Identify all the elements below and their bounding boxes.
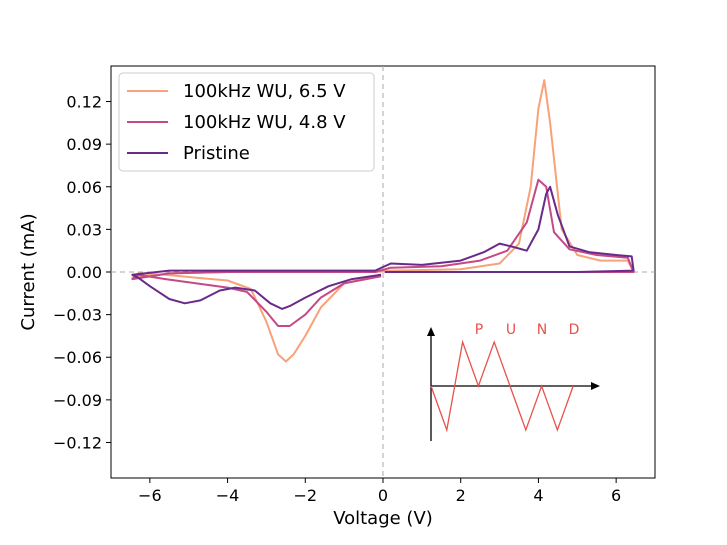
y-tick-label: −0.03	[53, 306, 102, 325]
series-line-100khz-4-8v	[131, 178, 635, 327]
y-tick-label: 0.06	[66, 178, 102, 197]
inset-y-arrowhead	[427, 327, 435, 336]
pund-waveform	[430, 339, 574, 433]
legend: 100kHz WU, 6.5 V 100kHz WU, 4.8 V Pristi…	[118, 72, 375, 172]
legend-label-6-5v: 100kHz WU, 6.5 V	[183, 81, 346, 102]
x-tick-label: 6	[611, 486, 621, 505]
legend-label-pristine: Pristine	[183, 143, 250, 164]
x-axis-label: Voltage (V)	[333, 508, 433, 529]
y-tick-label: 0.03	[66, 220, 102, 239]
x-tick-label: −2	[293, 486, 317, 505]
pund-label-u: U	[506, 322, 516, 338]
x-tick-label: −6	[138, 486, 162, 505]
y-tick-label: 0.12	[66, 93, 102, 112]
y-tick-label: −0.06	[53, 348, 102, 367]
y-tick-label: −0.09	[53, 391, 102, 410]
y-tick-label: 0.00	[66, 263, 102, 282]
pund-inset: P U N D	[427, 322, 600, 441]
x-tick-label: 0	[378, 486, 388, 505]
pund-label-d: D	[569, 322, 580, 338]
pund-label-n: N	[537, 322, 547, 338]
x-tick-label: 2	[456, 486, 466, 505]
y-axis-ticks: −0.12 −0.09 −0.06 −0.03 0.00 0.03 0.06 0.09 0.12	[53, 93, 111, 452]
pund-label-p: P	[475, 322, 483, 338]
series-group	[131, 79, 635, 363]
y-tick-label: −0.12	[53, 433, 102, 452]
x-tick-label: −4	[216, 486, 240, 505]
inset-x-arrowhead	[591, 382, 600, 390]
y-axis-label: Current (mA)	[18, 213, 39, 330]
series-line-pristine	[131, 185, 635, 310]
x-axis-ticks: −6 −4 −2 0 2 4 6	[138, 478, 621, 505]
x-tick-label: 4	[533, 486, 543, 505]
legend-label-4-8v: 100kHz WU, 4.8 V	[183, 112, 346, 133]
y-tick-label: 0.09	[66, 135, 102, 154]
legend-box	[118, 72, 375, 172]
